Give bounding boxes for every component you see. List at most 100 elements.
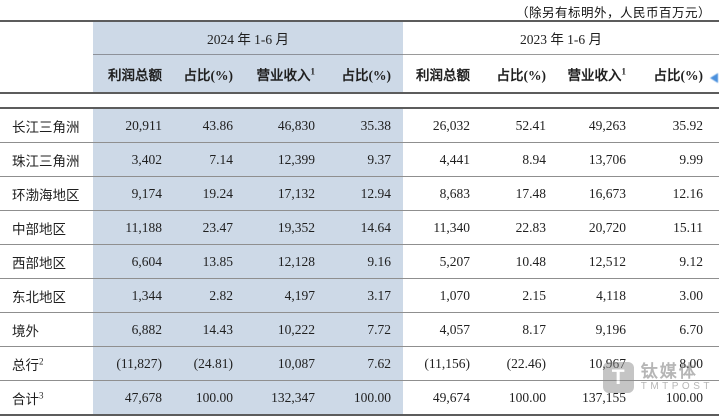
- col-header-2023-profit: 利润总额: [403, 54, 478, 94]
- row-label: 境外: [12, 323, 39, 339]
- cell-value: 5,207: [403, 244, 478, 279]
- cell-value: 17.48: [478, 176, 554, 211]
- cell-value: 13,706: [554, 142, 634, 177]
- cell-value: 4,057: [403, 312, 478, 347]
- cell-value: 4,118: [554, 278, 634, 313]
- cell-value: 1,070: [403, 278, 478, 313]
- cell-value: 35.38: [323, 108, 403, 143]
- cell-value: 8.17: [478, 312, 554, 347]
- cell-value: 49,674: [403, 380, 478, 416]
- col-header-2023-revenue: 营业收入1: [554, 54, 634, 94]
- cell-value: 8.94: [478, 142, 554, 177]
- cell-value: 10,087: [241, 346, 323, 381]
- row-label: 长江三角洲: [12, 119, 80, 135]
- cell-value: 10,222: [241, 312, 323, 347]
- unit-note: （除另有标明外，人民币百万元）: [515, 6, 711, 20]
- corner-cell: [0, 54, 93, 94]
- row-label: 总行: [12, 357, 39, 373]
- col-header-2024-share2: 占比(%): [323, 54, 403, 94]
- cell-value: 9.16: [323, 244, 403, 279]
- cell-value: 6,604: [93, 244, 170, 279]
- table-row-overseas: 境外 6,882 14.43 10,222 7.72 4,057 8.17 9,…: [0, 312, 719, 347]
- cell-value: 49,263: [554, 108, 634, 143]
- cell-value: 8,683: [403, 176, 478, 211]
- cell-value: 15.11: [634, 210, 719, 245]
- cell-value: 6,882: [93, 312, 170, 347]
- cell-value: (11,156): [403, 346, 478, 381]
- cell-value: 47,678: [93, 380, 170, 416]
- column-header-row: 利润总额 占比(%) 营业收入1 占比(%) 利润总额 占比(%) 营业收入1 …: [0, 54, 719, 94]
- cell-value: 20,911: [93, 108, 170, 143]
- col-header-2024-profit: 利润总额: [93, 54, 170, 94]
- cell-value: 2.15: [478, 278, 554, 313]
- table-row-northeast-region: 东北地区 1,344 2.82 4,197 3.17 1,070 2.15 4,…: [0, 278, 719, 313]
- cell-value: 35.92: [634, 108, 719, 143]
- header-body-gap: [0, 93, 719, 109]
- scroll-left-arrow-icon[interactable]: [710, 73, 718, 83]
- cell-value: 22.83: [478, 210, 554, 245]
- cell-value: 12,512: [554, 244, 634, 279]
- cell-value: 3.00: [634, 278, 719, 313]
- cell-value: 12.94: [323, 176, 403, 211]
- cell-value: 9.12: [634, 244, 719, 279]
- row-label: 环渤海地区: [12, 187, 80, 203]
- watermark-name-cn: 钛媒体: [640, 361, 698, 381]
- cell-value: 10.48: [478, 244, 554, 279]
- cell-value: 9,174: [93, 176, 170, 211]
- cell-value: 46,830: [241, 108, 323, 143]
- corner-cell: [0, 21, 93, 55]
- cell-value: 16,673: [554, 176, 634, 211]
- cell-value: 11,340: [403, 210, 478, 245]
- cell-value: 20,720: [554, 210, 634, 245]
- cell-value: 12.16: [634, 176, 719, 211]
- table-row-pearl-delta: 珠江三角洲 3,402 7.14 12,399 9.37 4,441 8.94 …: [0, 142, 719, 177]
- cell-value: (24.81): [170, 346, 241, 381]
- col-header-2023-share1: 占比(%): [478, 54, 554, 94]
- row-label: 珠江三角洲: [12, 153, 80, 169]
- cell-value: 9,196: [554, 312, 634, 347]
- table-row-yangtze-delta: 长江三角洲 20,911 43.86 46,830 35.38 26,032 5…: [0, 108, 719, 143]
- cell-value: 12,128: [241, 244, 323, 279]
- cell-value: 4,441: [403, 142, 478, 177]
- row-label: 合计: [12, 391, 39, 407]
- cell-value: 3,402: [93, 142, 170, 177]
- cell-value: 9.99: [634, 142, 719, 177]
- cell-value: 100.00: [170, 380, 241, 416]
- cell-value: 8.00: [634, 346, 719, 381]
- cell-value: 26,032: [403, 108, 478, 143]
- cell-value: 3.17: [323, 278, 403, 313]
- cell-value: 2.82: [170, 278, 241, 313]
- cell-value: 100.00: [323, 380, 403, 416]
- cell-value: 100.00: [478, 380, 554, 416]
- cell-value: 17,132: [241, 176, 323, 211]
- cell-value: (11,827): [93, 346, 170, 381]
- period-2023-header: 2023 年 1-6 月: [403, 21, 719, 55]
- table-row-total: 合计3 47,678 100.00 132,347 100.00 49,674 …: [0, 380, 719, 416]
- cell-value: 100.00: [634, 380, 719, 416]
- period-header-row: 2024 年 1-6 月 2023 年 1-6 月: [0, 21, 719, 55]
- cell-value: 7.14: [170, 142, 241, 177]
- table-row-bohai-rim: 环渤海地区 9,174 19.24 17,132 12.94 8,683 17.…: [0, 176, 719, 211]
- row-label: 东北地区: [12, 289, 66, 305]
- cell-value: 9.37: [323, 142, 403, 177]
- col-header-2023-share2: 占比(%): [634, 54, 719, 94]
- cell-value: 132,347: [241, 380, 323, 416]
- cell-value: 19,352: [241, 210, 323, 245]
- cell-value: 43.86: [170, 108, 241, 143]
- cell-value: 11,188: [93, 210, 170, 245]
- table-row-central-region: 中部地区 11,188 23.47 19,352 14.64 11,340 22…: [0, 210, 719, 245]
- cell-value: 19.24: [170, 176, 241, 211]
- col-header-2024-share1: 占比(%): [170, 54, 241, 94]
- col-header-2024-revenue: 营业收入1: [241, 54, 323, 94]
- cell-value: 4,197: [241, 278, 323, 313]
- period-2024-header: 2024 年 1-6 月: [93, 21, 403, 55]
- cell-value: 7.72: [323, 312, 403, 347]
- row-label: 西部地区: [12, 255, 66, 271]
- cell-value: 7.62: [323, 346, 403, 381]
- cell-value: 14.43: [170, 312, 241, 347]
- table-row-western-region: 西部地区 6,604 13.85 12,128 9.16 5,207 10.48…: [0, 244, 719, 279]
- row-label: 中部地区: [12, 221, 66, 237]
- cell-value: 1,344: [93, 278, 170, 313]
- cell-value: 6.70: [634, 312, 719, 347]
